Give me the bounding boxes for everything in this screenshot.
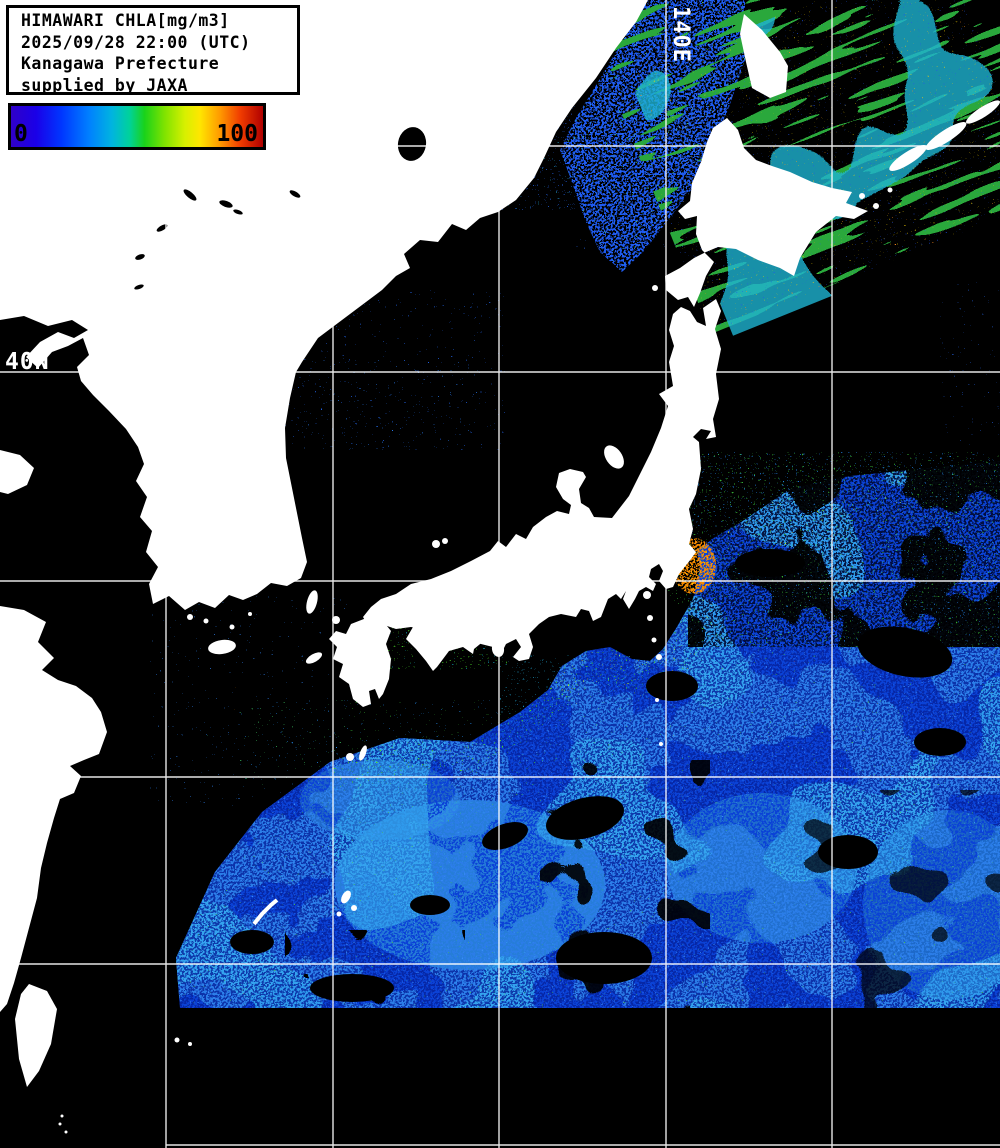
land-okinawa: [252, 898, 279, 926]
inland-sea-speckle: [240, 625, 630, 790]
land-china-coast: [0, 606, 107, 1012]
title-credit: supplied by JAXA: [21, 75, 188, 95]
land-sakhalin: [740, 14, 788, 98]
land-jeju: [208, 639, 236, 655]
land-izu-islands: [643, 591, 651, 599]
land-continent-korea: [0, 0, 648, 610]
graticule-labels: 140E 40N: [5, 6, 693, 375]
title-box: HIMAWARI CHLA[mg/m3] 2025/09/28 22:00 (U…: [6, 5, 300, 95]
land-shandong: [0, 450, 34, 494]
land-shikoku: [406, 611, 496, 671]
chla-colorbar: 0 100: [8, 103, 266, 150]
land-honshu: [363, 299, 721, 661]
land-okushiri-island: [652, 285, 658, 291]
colorbar-max-label: 100: [216, 121, 258, 147]
land-taiwan: [15, 984, 57, 1087]
title-region: Kanagawa Prefecture: [21, 54, 220, 73]
small-islands: [58, 100, 1000, 1134]
title-product: HIMAWARI CHLA[mg/m3]: [21, 11, 230, 30]
lake-khanka: [397, 127, 427, 161]
land-hokkaido: [665, 118, 868, 307]
lon-label-140e: 140E: [668, 6, 693, 63]
land-tsushima: [306, 590, 318, 614]
title-datetime: 2025/09/28 22:00 (UTC): [21, 32, 251, 52]
inland-lakes: [134, 127, 427, 290]
land-awaji: [491, 641, 505, 657]
tohoku-offshore-fragmented: [688, 452, 1000, 647]
cloud-holes: [230, 549, 1000, 1010]
land-kuril-islands: [889, 145, 927, 171]
land-kyushu: [329, 617, 391, 707]
land-sado: [604, 445, 624, 469]
colorbar-min-label: 0: [14, 121, 28, 147]
lat-label-40n: 40N: [5, 349, 50, 375]
